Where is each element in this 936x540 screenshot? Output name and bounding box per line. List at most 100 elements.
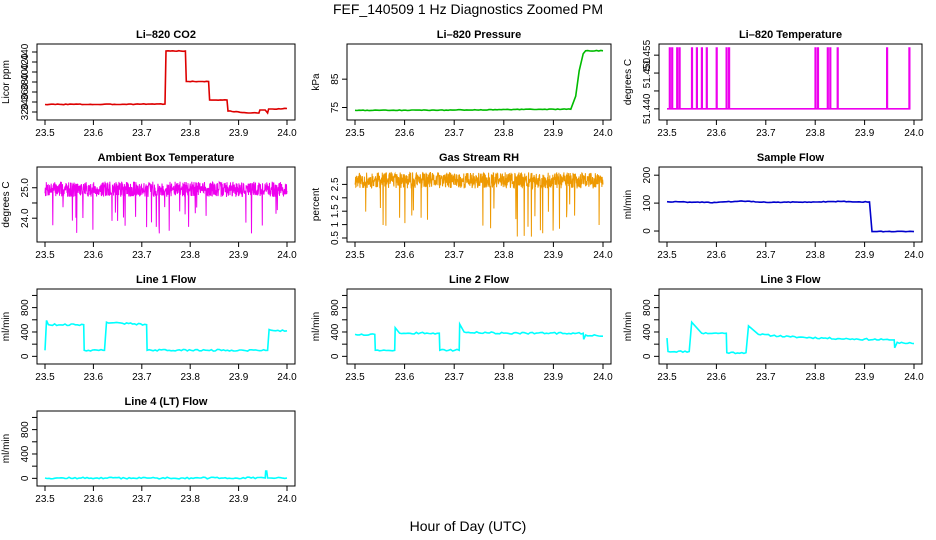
x-tick-label: 23.5 xyxy=(657,250,677,261)
panel-title: Line 3 Flow xyxy=(761,274,821,286)
x-tick-label: 23.8 xyxy=(180,372,200,383)
plot-frame xyxy=(346,43,612,121)
x-tick-label: 23.5 xyxy=(35,128,55,139)
x-tick-label: 23.6 xyxy=(707,250,727,261)
y-tick-label: 24.0 xyxy=(20,208,31,228)
x-tick-label: 23.5 xyxy=(35,494,55,505)
plot-frame xyxy=(36,288,296,365)
x-tick-label: 23.6 xyxy=(84,494,104,505)
panel-title: Ambient Box Temperature xyxy=(98,152,235,164)
panel-line2: Line 2 Flow ml/min 23.5 23.6 23.7 23.8 23.9 24.… xyxy=(311,274,613,383)
x-tick-label: 24.0 xyxy=(593,250,613,261)
plot-frame xyxy=(658,43,923,121)
y-axis-label: ml/min xyxy=(1,434,12,463)
plot-frame xyxy=(36,410,296,487)
x-tick-label: 23.7 xyxy=(132,250,152,261)
panel-title: Sample Flow xyxy=(757,152,825,164)
panel-line3: Line 3 Flow ml/min 23.5 23.6 23.7 23.8 23.9 24.… xyxy=(623,274,924,383)
y-tick-label: 0 xyxy=(330,353,341,359)
y-tick-label: 25.0 xyxy=(20,178,31,198)
x-tick-label: 23.8 xyxy=(805,250,825,261)
x-tick-label: 23.9 xyxy=(544,250,564,261)
x-tick-label: 23.7 xyxy=(756,128,776,139)
y-tick-label: 51.450 xyxy=(642,57,653,88)
y-tick-label: 800 xyxy=(642,299,653,316)
x-tick-label: 23.7 xyxy=(756,250,776,261)
x-tick-label: 23.9 xyxy=(855,128,875,139)
series-line-pressure xyxy=(354,49,604,112)
x-tick-label: 23.8 xyxy=(494,372,514,383)
x-tick-label: 23.7 xyxy=(756,372,776,383)
figure-title: FEF_140509 1 Hz Diagnostics Zoomed PM xyxy=(333,1,603,17)
x-tick-label: 23.7 xyxy=(444,250,464,261)
x-tick-label: 23.8 xyxy=(180,494,200,505)
x-tick-label: 23.5 xyxy=(345,372,365,383)
y-tick-label: 320 xyxy=(20,103,31,120)
panel-title: Li–820 Pressure xyxy=(437,29,521,41)
panel-line1: Line 1 Flow ml/min 23.5 23.6 23.7 23.8 23.9 24.… xyxy=(1,274,297,383)
panel-title: Line 4 (LT) Flow xyxy=(125,396,208,408)
y-tick-label: 380 xyxy=(20,73,31,90)
panel-licor_temp: Li–820 Temperature degrees C 23.5 23.6 23.7 2… xyxy=(623,29,924,139)
y-axis-label: percent xyxy=(311,188,322,222)
y-tick-label: 85 xyxy=(330,73,341,85)
x-tick-label: 23.5 xyxy=(657,372,677,383)
x-tick-label: 24.0 xyxy=(277,250,297,261)
y-tick-label: 0 xyxy=(642,228,653,234)
series-line-line3 xyxy=(666,320,915,355)
y-tick-label: 400 xyxy=(20,445,31,462)
y-axis-label: ml/min xyxy=(623,312,634,341)
y-tick-label: 800 xyxy=(20,299,31,316)
y-tick-label: 420 xyxy=(20,53,31,70)
x-tick-label: 23.9 xyxy=(544,372,564,383)
x-tick-label: 23.8 xyxy=(494,250,514,261)
y-tick-label: 200 xyxy=(642,166,653,183)
panel-ambient: Ambient Box Temperature degrees C 23.5 23.6… xyxy=(1,152,297,261)
y-axis-label: degrees C xyxy=(623,59,634,105)
x-tick-label: 23.6 xyxy=(707,372,727,383)
x-tick-label: 23.6 xyxy=(395,128,415,139)
x-tick-label: 23.9 xyxy=(229,128,249,139)
y-tick-label: 400 xyxy=(20,323,31,340)
x-tick-label: 23.5 xyxy=(35,372,55,383)
figure-xlabel: Hour of Day (UTC) xyxy=(410,518,527,534)
x-tick-label: 23.5 xyxy=(345,128,365,139)
x-tick-label: 24.0 xyxy=(277,128,297,139)
x-tick-label: 24.0 xyxy=(904,128,924,139)
x-tick-label: 23.6 xyxy=(84,250,104,261)
x-tick-label: 23.8 xyxy=(805,372,825,383)
y-tick-label: 75 xyxy=(330,102,341,114)
x-tick-label: 23.9 xyxy=(229,494,249,505)
y-tick-label: 1 xyxy=(330,221,341,227)
x-tick-label: 23.7 xyxy=(444,128,464,139)
y-tick-label: 800 xyxy=(330,299,341,316)
series-line-line2 xyxy=(354,321,603,352)
x-tick-label: 24.0 xyxy=(277,372,297,383)
y-tick-label: 0 xyxy=(20,353,31,359)
series-line-licor_temp xyxy=(667,47,911,110)
x-tick-label: 24.0 xyxy=(277,494,297,505)
panel-rh: Gas Stream RH percent 23.5 23.6 23.7 23.8 23.9… xyxy=(311,152,613,261)
y-tick-label: 1.5 xyxy=(330,204,341,218)
x-tick-label: 23.6 xyxy=(395,372,415,383)
y-tick-label: 2.5 xyxy=(330,177,341,191)
plot-frame xyxy=(36,166,296,243)
y-tick-label: 360 xyxy=(20,83,31,100)
y-axis-label: ml/min xyxy=(311,312,322,341)
x-tick-label: 23.9 xyxy=(229,372,249,383)
panels: Li–820 CO2 Licor ppm 23.5 23.6 23.7 23.8 23.9 2… xyxy=(1,29,924,505)
x-tick-label: 23.8 xyxy=(180,250,200,261)
x-tick-label: 23.9 xyxy=(544,128,564,139)
x-tick-label: 23.5 xyxy=(657,128,677,139)
x-tick-label: 23.7 xyxy=(444,372,464,383)
x-tick-label: 23.9 xyxy=(229,250,249,261)
y-tick-label: 400 xyxy=(330,323,341,340)
plot-frame xyxy=(658,166,923,243)
y-axis-label: kPa xyxy=(311,73,322,91)
plot-frame xyxy=(658,288,923,365)
x-tick-label: 23.8 xyxy=(180,128,200,139)
y-axis-label: ml/min xyxy=(623,190,634,219)
plot-frame xyxy=(346,166,612,243)
x-tick-label: 23.9 xyxy=(855,372,875,383)
